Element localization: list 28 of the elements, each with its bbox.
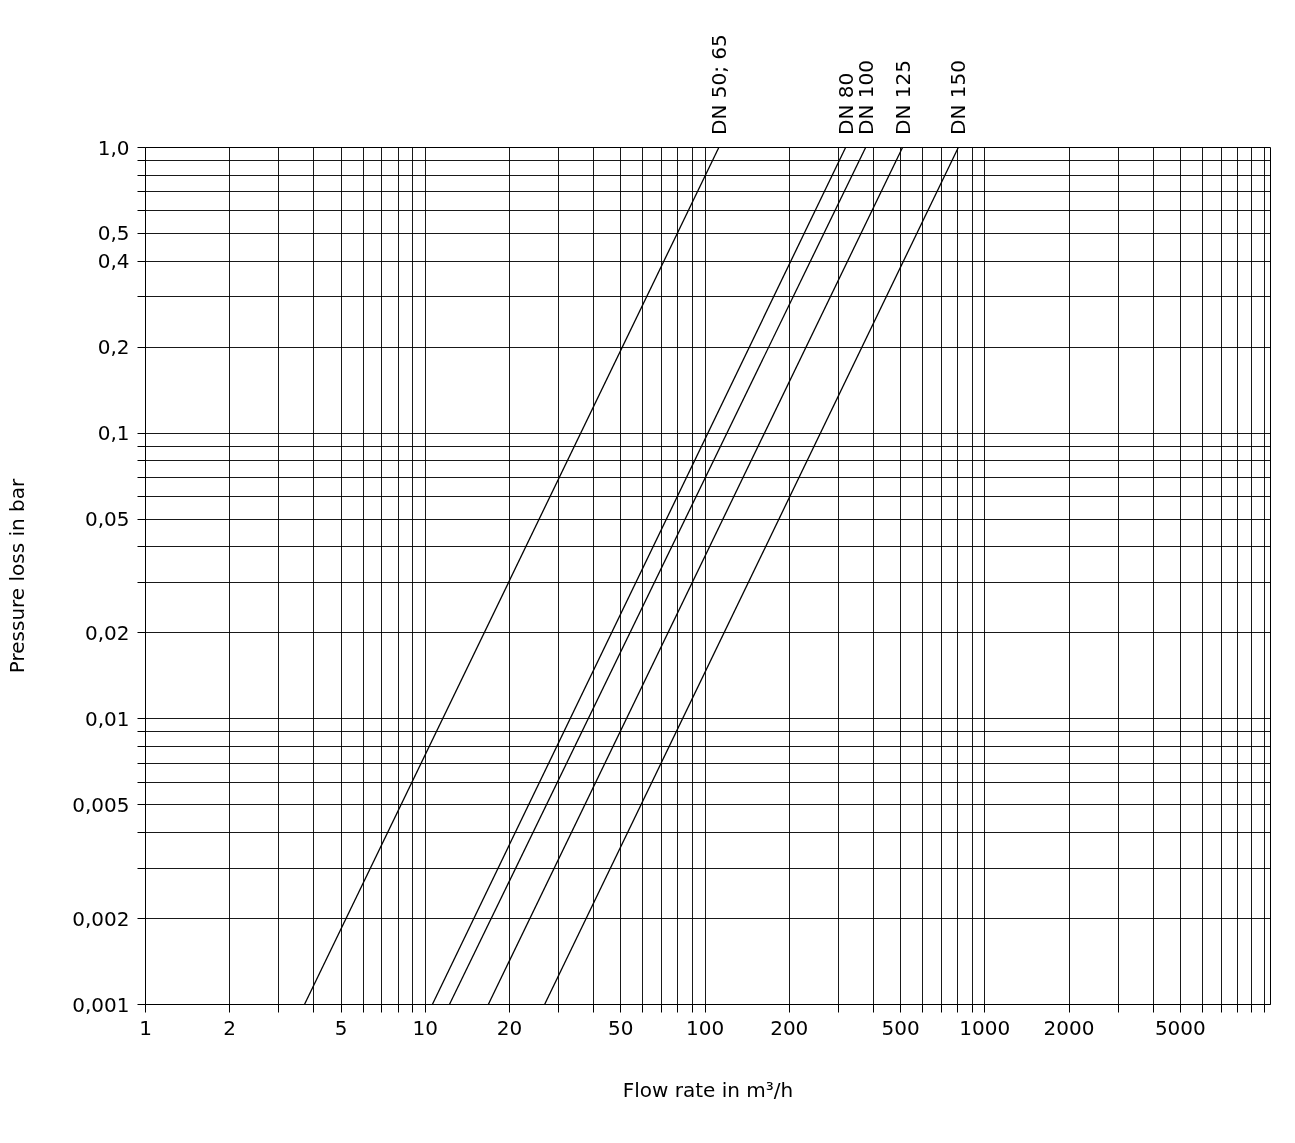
text: DN 50; 65 — [706, 34, 731, 135]
x-tick-label: 1 — [139, 1015, 152, 1040]
y-tick-label: 1,0 — [97, 135, 130, 160]
x-tick-label: 2 — [223, 1015, 237, 1040]
text: DN 150 — [946, 59, 971, 135]
x-tick-label: 10 — [412, 1015, 438, 1040]
x-tick-label: 5 — [334, 1015, 348, 1040]
x-tick-label: 5000 — [1154, 1015, 1206, 1040]
y-tick-label: 0,001 — [72, 992, 130, 1017]
y-tick-label: 0,1 — [97, 421, 130, 446]
x-tick-label: 500 — [881, 1015, 920, 1040]
y-tick-label: 0,005 — [72, 792, 130, 817]
x-tick-label: 20 — [496, 1015, 523, 1040]
x-tick-label: 200 — [770, 1015, 809, 1040]
x-axis-title: Flow rate in m³/h — [622, 1077, 794, 1102]
x-tick-label: 1000 — [959, 1015, 1011, 1040]
y-tick-label: 0,05 — [84, 507, 130, 532]
y-tick-label: 0,2 — [97, 335, 130, 360]
x-tick-label: 2000 — [1043, 1015, 1095, 1040]
y-tick-label: 0,4 — [97, 249, 130, 274]
x-tick-label: 50 — [608, 1015, 634, 1040]
y-tick-label: 0,002 — [72, 906, 130, 931]
y-tick-label: 0,5 — [97, 221, 130, 246]
x-tick-label: 100 — [685, 1015, 725, 1040]
y-tick-label: 0,01 — [84, 706, 130, 731]
text: DN 125 — [890, 59, 915, 135]
y-axis-title: Pressure loss in bar — [5, 477, 30, 674]
y-tick-label: 0,02 — [84, 620, 130, 645]
